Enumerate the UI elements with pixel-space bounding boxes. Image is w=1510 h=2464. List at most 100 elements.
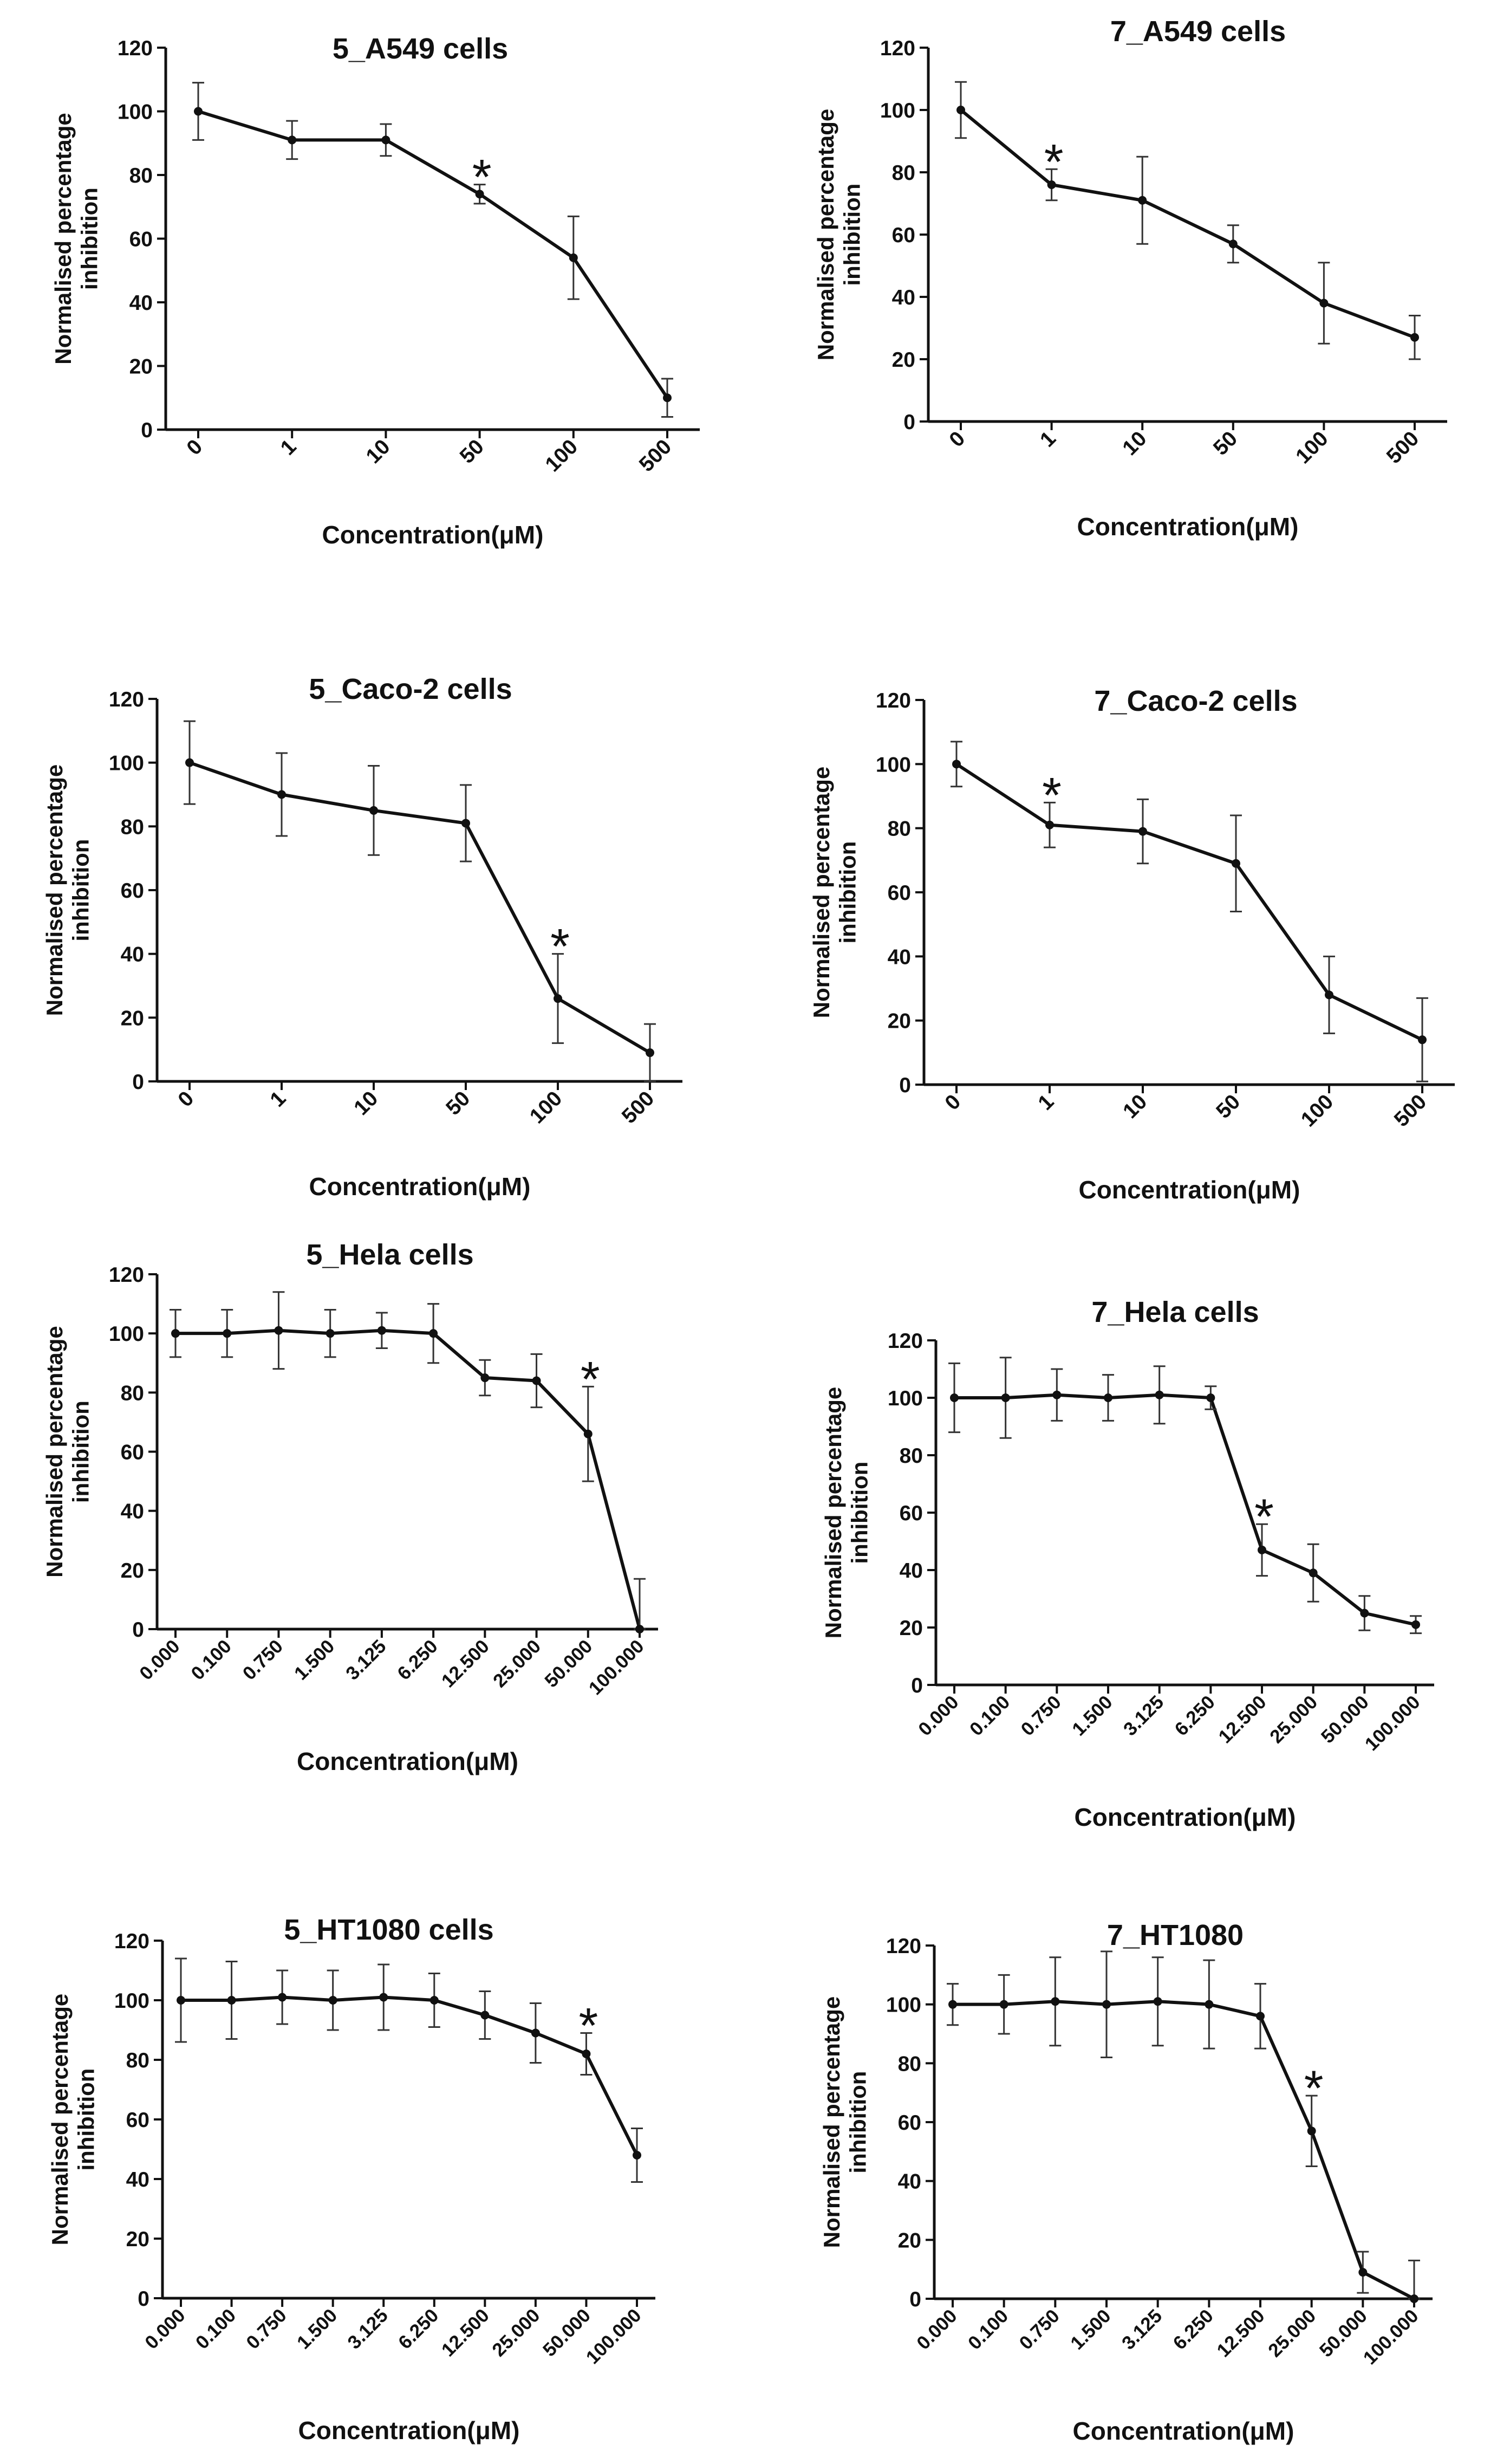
x-tick-label: 12.500: [438, 1636, 493, 1691]
data-point: [369, 806, 378, 815]
series-line: [955, 762, 1423, 1041]
data-point: [1047, 180, 1056, 189]
significance-marker: *: [550, 919, 570, 975]
data-point: [1325, 990, 1333, 1000]
x-tick-label: 100: [541, 435, 582, 476]
data-point: [1319, 299, 1329, 308]
data-point: [1232, 859, 1240, 868]
x-tick-label: 1.500: [293, 2305, 342, 2353]
y-tick-label: 0: [132, 1618, 144, 1642]
data-point: [1138, 827, 1147, 836]
chart-panel: 5_HT1080 cells 0 20 40 60 80 100 120 0.000 0.100 0…: [47, 1914, 655, 2444]
data-point: [532, 1376, 541, 1385]
x-axis-label: Concentration(μM): [1077, 513, 1299, 541]
data-point: [278, 1993, 287, 2002]
x-tick-label: 10: [1118, 1090, 1151, 1123]
y-tick-label: 100: [886, 1994, 921, 2017]
x-tick-label: 100.000: [1359, 2305, 1423, 2369]
x-tick-label: 0.000: [141, 2305, 190, 2353]
data-point: [223, 1329, 232, 1338]
x-tick-label: 1: [1034, 1090, 1059, 1115]
y-axis-label-line: inhibition: [73, 2069, 99, 2171]
y-tick-label: 60: [900, 1502, 923, 1525]
y-tick-label: 120: [118, 37, 153, 60]
x-tick-label: 0.100: [192, 2305, 240, 2353]
x-axis-label: Concentration(μM): [1079, 1176, 1300, 1204]
y-tick-label: 60: [898, 2111, 921, 2135]
y-tick-label: 60: [892, 224, 915, 247]
y-tick-label: 100: [109, 1322, 144, 1346]
data-point: [1410, 333, 1419, 342]
chart-title: 7_HT1080: [1107, 1919, 1244, 1951]
y-tick-label: 60: [129, 228, 153, 251]
y-axis-label: Normalised percentageinhibition: [47, 1994, 99, 2246]
y-tick-label: 20: [121, 1007, 144, 1030]
x-tick-label: 100.000: [1361, 1691, 1424, 1755]
y-axis-label-line: Normalised percentage: [42, 1326, 67, 1578]
data-point: [952, 760, 961, 769]
x-tick-label: 6.250: [394, 2305, 443, 2353]
y-tick-label: 80: [121, 1382, 144, 1405]
y-tick-label: 120: [109, 688, 144, 711]
data-point: [1358, 2268, 1368, 2277]
x-tick-label: 25.000: [489, 1636, 545, 1691]
y-axis-label-line: Normalised percentage: [50, 113, 76, 365]
y-tick-label: 80: [129, 164, 153, 187]
series-line: [953, 2000, 1415, 2300]
x-tick-label: 0.000: [914, 1691, 963, 1740]
y-tick-label: 0: [141, 419, 153, 442]
x-tick-label: 0: [945, 427, 970, 452]
y-tick-label: 80: [898, 2052, 921, 2076]
y-axis-label-line: inhibition: [68, 1400, 93, 1503]
data-point: [635, 1625, 644, 1633]
chart-panel: 5_Caco-2 cells 0 20 40 60 80 100 120 0 1 10 50 100 50…: [42, 673, 682, 1201]
y-tick-label: 0: [138, 2287, 149, 2311]
chart-panel: 7_Hela cells 0 20 40 60 80 100 120 0.000 0.100 0.7…: [821, 1296, 1434, 1831]
y-tick-label: 60: [888, 881, 911, 905]
x-axis-label: Concentration(μM): [322, 521, 544, 549]
x-tick-label: 6.250: [1170, 1691, 1219, 1740]
x-tick-label: 500: [1390, 1090, 1431, 1131]
y-tick-label: 40: [121, 1500, 144, 1523]
series-line: [189, 761, 651, 1054]
x-tick-label: 0.000: [135, 1636, 184, 1684]
y-tick-label: 120: [888, 1330, 923, 1353]
y-axis-label-line: Normalised percentage: [47, 1994, 73, 2246]
y-tick-label: 60: [121, 1441, 144, 1464]
y-tick-label: 100: [880, 99, 915, 122]
x-tick-label: 0.750: [242, 2305, 291, 2353]
y-tick-label: 20: [129, 355, 153, 379]
data-point: [171, 1329, 180, 1338]
x-axis-label: Concentration(μM): [298, 2416, 520, 2444]
data-point: [1001, 1393, 1010, 1402]
x-tick-label: 0.100: [966, 1691, 1014, 1740]
y-tick-label: 80: [900, 1444, 923, 1468]
series-line: [954, 1393, 1416, 1626]
y-tick-label: 0: [132, 1071, 144, 1094]
significance-marker: *: [1042, 768, 1062, 823]
y-tick-label: 0: [903, 411, 915, 434]
series-line: [198, 109, 669, 399]
y-tick-label: 80: [888, 818, 911, 841]
data-point: [277, 790, 286, 799]
significance-marker: *: [1044, 134, 1064, 190]
y-axis-label: Normalised percentageinhibition: [42, 1326, 93, 1578]
chart-panel: 7_Caco-2 cells 0 20 40 60 80 100 120 0 1 10 50 100 50…: [809, 685, 1455, 1204]
x-tick-label: 6.250: [393, 1636, 442, 1684]
y-tick-label: 100: [109, 752, 144, 775]
y-axis-label-line: inhibition: [76, 187, 102, 290]
chart-title: 5_Hela cells: [306, 1239, 473, 1271]
data-point: [328, 1996, 337, 2005]
y-axis-label-line: inhibition: [845, 2071, 870, 2174]
data-point: [475, 190, 484, 199]
chart-title: 5_Caco-2 cells: [309, 673, 512, 705]
data-point: [377, 1326, 386, 1335]
x-tick-label: 12.500: [1214, 1691, 1270, 1747]
data-point: [1309, 1568, 1318, 1578]
x-tick-label: 1: [266, 1087, 291, 1112]
significance-marker: *: [472, 150, 492, 205]
data-point: [554, 994, 562, 1003]
data-point: [646, 1048, 654, 1058]
data-point: [663, 393, 672, 403]
x-tick-label: 0.750: [1017, 1691, 1065, 1740]
